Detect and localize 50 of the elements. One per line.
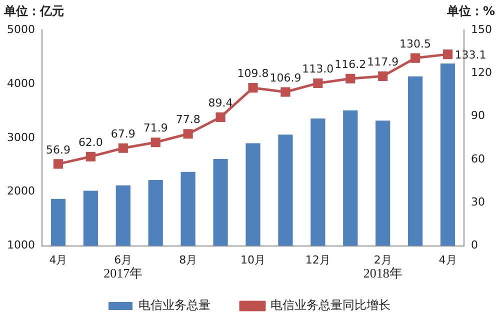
point: [442, 50, 453, 60]
x-tick-label: 12月: [305, 253, 330, 266]
x-tick-label: 8月: [179, 253, 198, 266]
point: [118, 143, 128, 153]
data-label: 67.9: [110, 127, 136, 140]
point: [280, 87, 290, 97]
x-tick-label: 2月: [374, 253, 392, 266]
data-label: 106.9: [270, 71, 302, 84]
legend-label: 电信业务总量同比增长: [270, 298, 390, 312]
point: [248, 83, 258, 93]
data-label: 133.1: [454, 48, 486, 62]
y-tick-label: 5000: [6, 22, 35, 36]
point: [183, 129, 193, 139]
y2-tick-label: 0: [471, 238, 478, 252]
text: 2017年: [104, 266, 143, 281]
point: [378, 71, 388, 81]
text: 2018年: [363, 266, 402, 281]
y-tick-label: 4000: [6, 76, 35, 90]
data-label: 116.2: [334, 58, 366, 71]
data-label: 130.5: [400, 37, 432, 50]
data-label: 77.8: [176, 113, 200, 126]
y-axis-title: 单位：亿元: [3, 4, 64, 18]
point: [346, 74, 356, 84]
y2-tick-label: 120: [471, 66, 492, 80]
legend-label: 电信业务总量: [138, 298, 210, 312]
point: [313, 78, 323, 88]
point: [86, 152, 96, 162]
y-tick-label: 3000: [6, 130, 35, 144]
data-label: 117.9: [367, 56, 399, 69]
data-label: 56.9: [46, 143, 70, 156]
y2-tick-label: 30: [471, 196, 486, 208]
y2-tick-label: 60: [471, 152, 486, 166]
data-label: 113.0: [302, 62, 334, 76]
data-label: 89.4: [208, 96, 233, 110]
x-tick-label: 4月: [438, 253, 457, 266]
y2-tick-label: 150: [471, 22, 492, 36]
y2-tick-label: 90: [471, 109, 486, 122]
y-tick-label: 2000: [6, 184, 35, 198]
x-tick-label: 4月: [49, 253, 68, 266]
data-label: 71.9: [143, 122, 168, 135]
point: [150, 138, 160, 148]
y-tick-label: 1000: [6, 238, 35, 252]
point: [53, 159, 64, 169]
point: [410, 53, 420, 63]
data-label: 62.0: [78, 136, 103, 149]
y2-axis-title: 单位：%: [446, 4, 495, 18]
x-tick-label: 10月: [240, 253, 266, 266]
point: [216, 112, 226, 122]
x-tick-label: 6月: [114, 253, 132, 266]
data-label: 109.8: [237, 67, 269, 80]
